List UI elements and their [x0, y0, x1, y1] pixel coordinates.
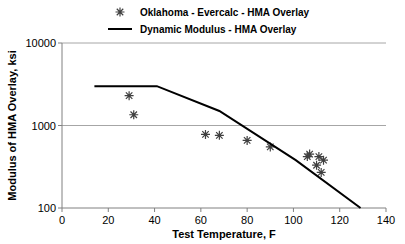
y-tick	[58, 208, 62, 209]
line	[94, 86, 360, 208]
point	[305, 150, 314, 159]
x-tick	[247, 208, 248, 212]
x-tick	[386, 208, 387, 212]
legend-swatch	[116, 8, 125, 17]
x-tick	[108, 208, 109, 212]
x-tick-label: 20	[102, 214, 114, 226]
x-axis	[62, 208, 386, 209]
y-axis-label: Modulus of HMA Overlay, ksi	[6, 50, 18, 200]
y-tick	[58, 125, 62, 126]
x-tick-label: 100	[284, 214, 302, 226]
legend-label: Oklahoma - Evercalc - HMA Overlay	[140, 7, 310, 18]
legend: Oklahoma - Evercalc - HMA Overlay Dynamic…	[108, 7, 310, 35]
x-tick	[154, 208, 155, 212]
point	[319, 156, 328, 165]
x-tick-label: 120	[331, 214, 349, 226]
grid-line	[62, 125, 386, 126]
chart: 100 1000 10000 0 20 40 60 80 100 120 140 Test Tempe…	[0, 0, 405, 244]
point	[201, 130, 210, 139]
point	[243, 136, 252, 145]
legend-swatch	[108, 28, 132, 30]
legend-label: Dynamic Modulus - HMA Overlay	[140, 24, 297, 35]
x-axis-label: Test Temperature, F	[172, 228, 276, 240]
y-tick-label: 100	[38, 202, 56, 214]
x-tick-label: 140	[377, 214, 395, 226]
y-tick-label: 1000	[32, 120, 56, 132]
point	[215, 131, 224, 140]
plot-area	[94, 86, 360, 208]
x-tick-label: 40	[148, 214, 160, 226]
point	[125, 91, 134, 100]
y-tick	[58, 43, 62, 44]
x-tick-label: 60	[195, 214, 207, 226]
grid-line	[62, 43, 386, 44]
x-tick	[200, 208, 201, 212]
x-tick-label: 0	[59, 214, 65, 226]
x-tick-label: 80	[241, 214, 253, 226]
y-tick-label: 10000	[25, 37, 56, 49]
x-tick	[62, 208, 63, 212]
point	[129, 110, 138, 119]
point	[312, 161, 321, 170]
x-tick	[293, 208, 294, 212]
x-tick	[339, 208, 340, 212]
